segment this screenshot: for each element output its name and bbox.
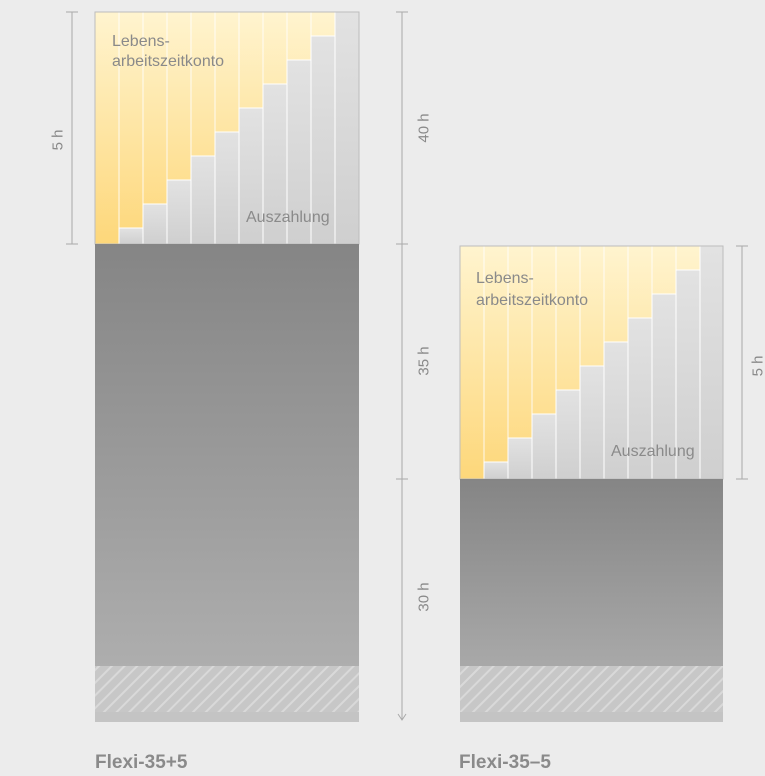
base-strip — [460, 712, 723, 722]
account-dividers — [483, 246, 701, 479]
account-label-line1: Lebens- — [476, 270, 534, 287]
flexi-35-plus-5-column — [94, 11, 360, 722]
side-dimension-label: 5 h — [49, 129, 67, 151]
scale-label-35h: 35 h — [415, 346, 433, 376]
center-dimension-line — [396, 11, 408, 721]
hatched-base — [460, 666, 723, 712]
flexi-35-minus-5-column — [459, 245, 724, 722]
payout-label: Auszahlung — [611, 443, 695, 460]
scale-label-30h: 30 h — [415, 582, 433, 612]
payout-steps — [118, 11, 360, 245]
payout-label: Auszahlung — [246, 209, 330, 226]
left-dimension-line — [66, 11, 78, 245]
account-label-line2: arbeitszeitkonto — [476, 292, 589, 309]
account-dividers — [118, 12, 336, 244]
right-dimension-line — [736, 245, 748, 480]
scale-label-40h: 40 h — [415, 113, 433, 143]
hatched-base — [95, 666, 359, 712]
work-time-block — [95, 244, 359, 722]
account-label-line2: arbeitszeitkonto — [112, 53, 225, 70]
side-dimension-label: 5 h — [749, 355, 765, 377]
base-strip — [95, 712, 359, 722]
model-caption: Flexi-35–5 — [459, 752, 551, 773]
model-caption: Flexi-35+5 — [95, 752, 188, 773]
account-label-line1: Lebens- — [112, 33, 170, 50]
